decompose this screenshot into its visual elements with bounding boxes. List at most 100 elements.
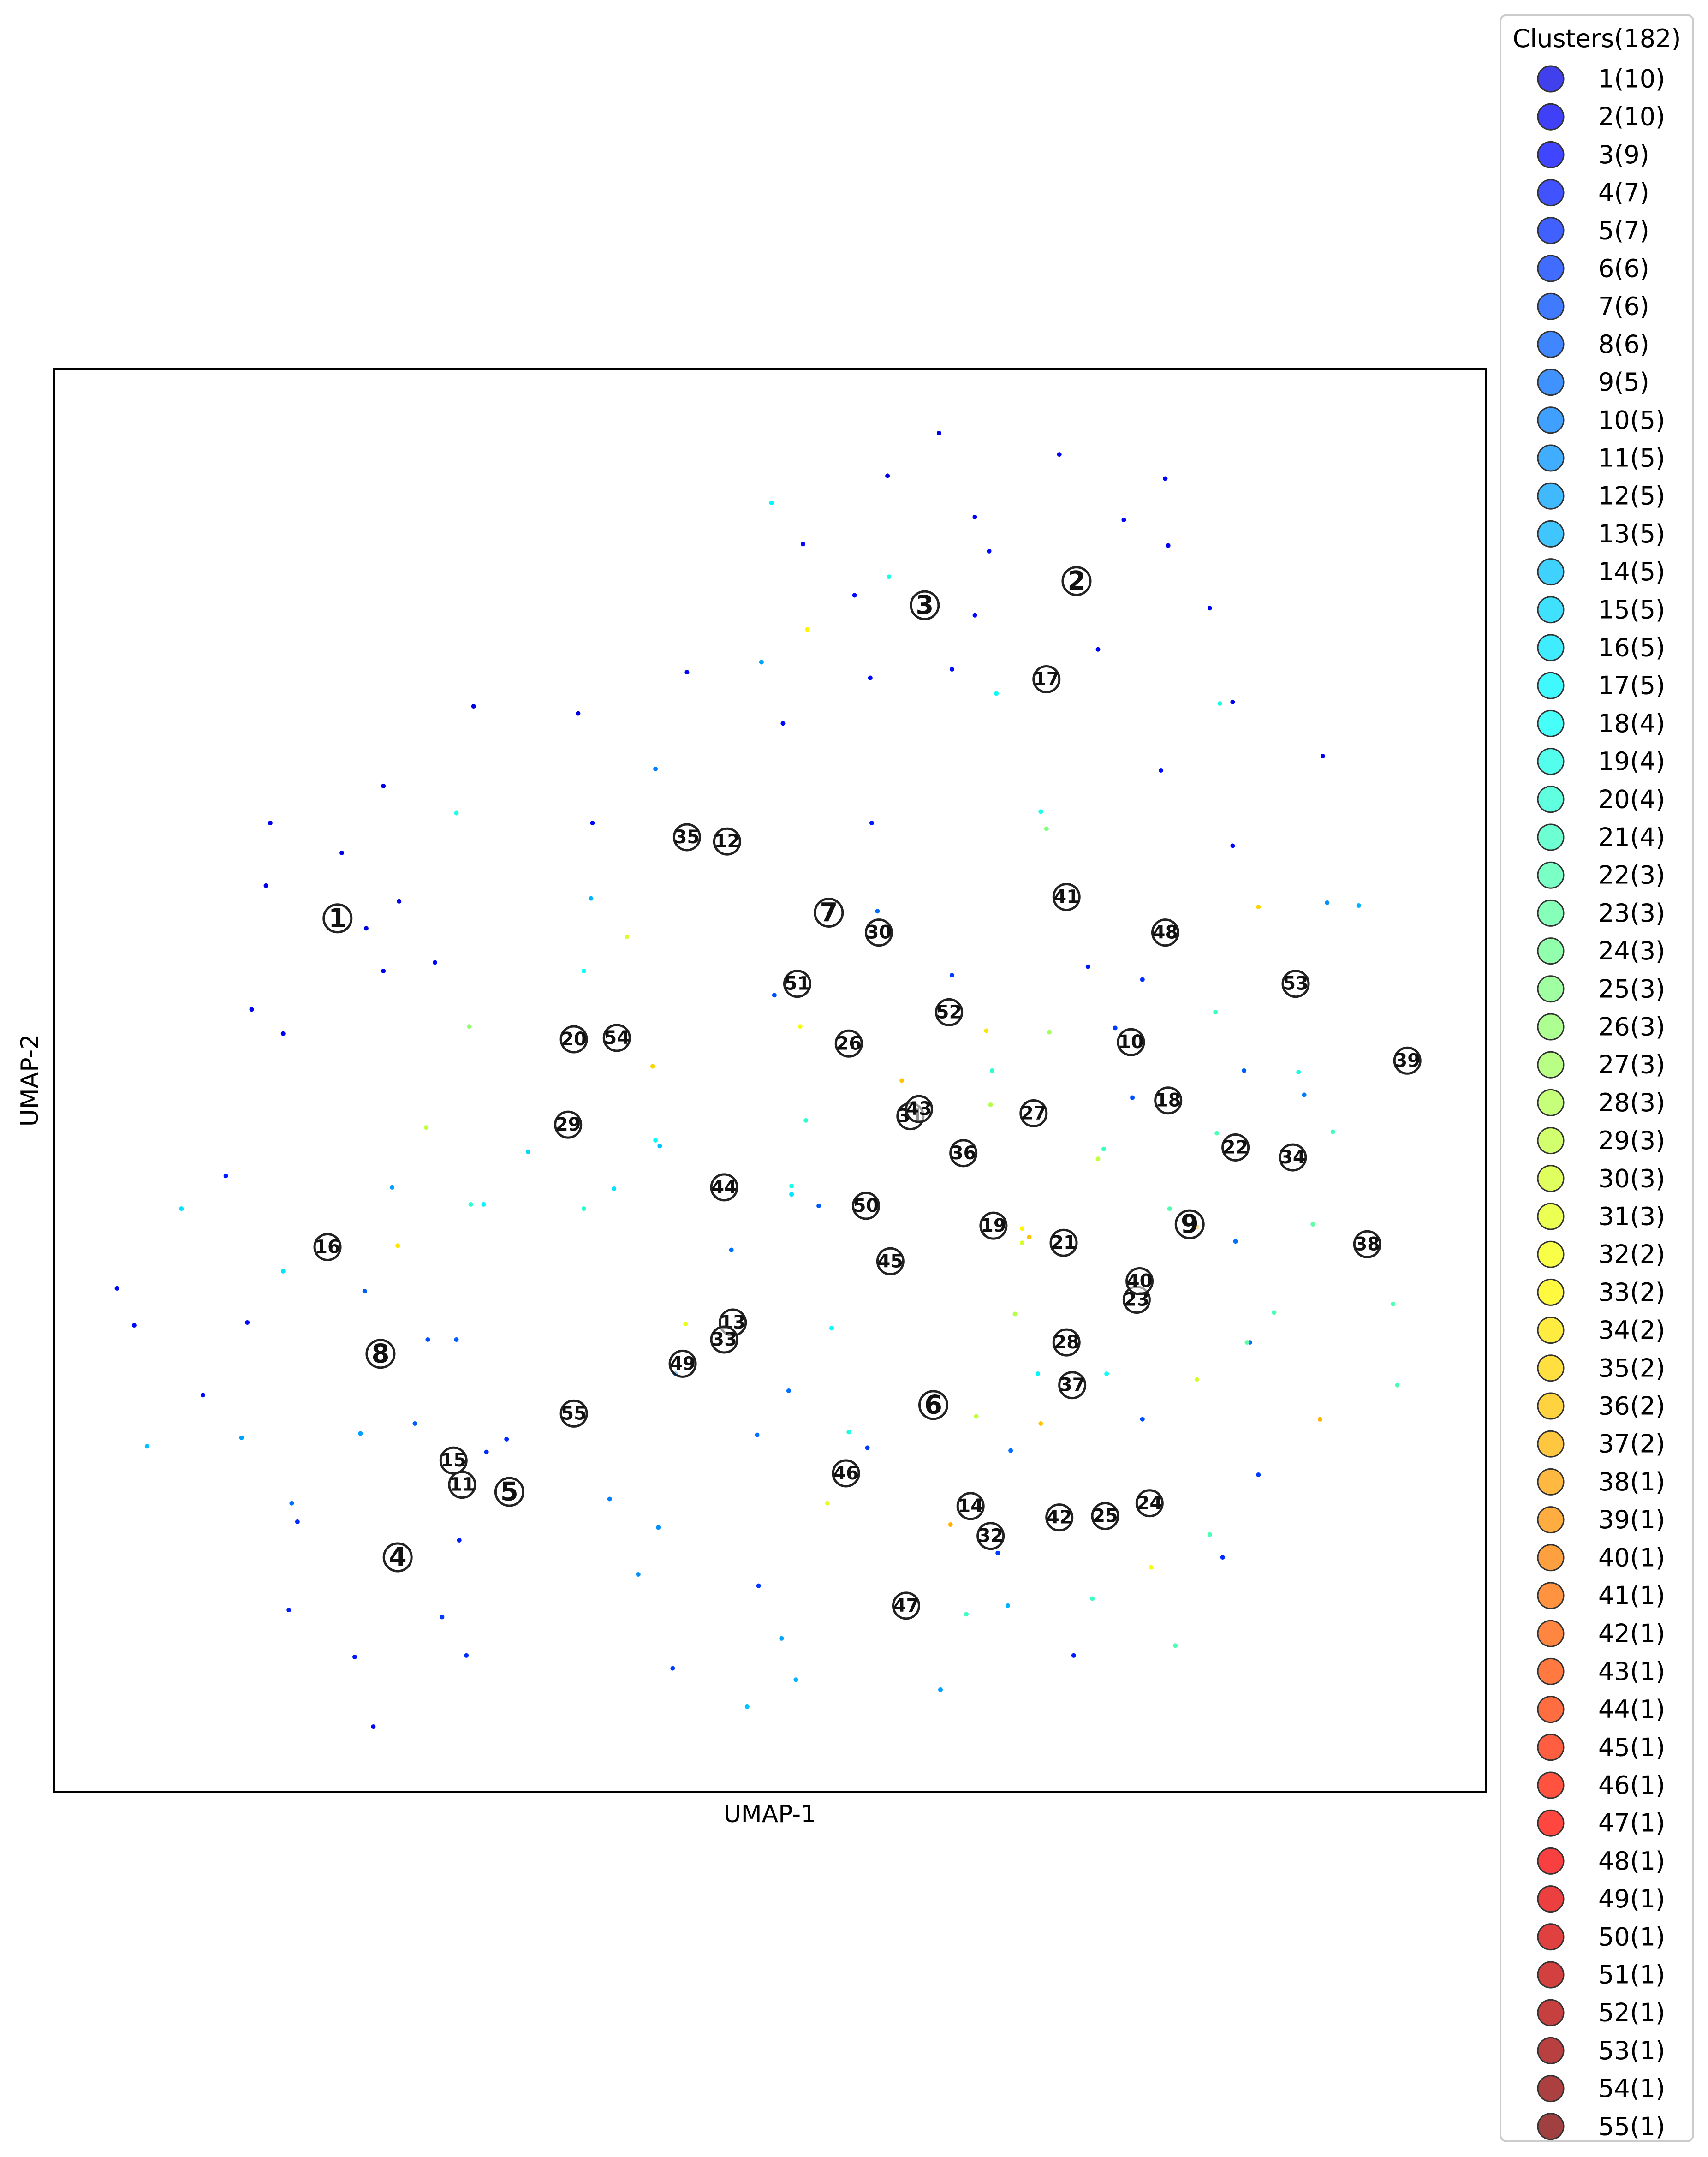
- legend-title: Clusters(182): [1512, 24, 1681, 53]
- legend-marker: [1537, 65, 1565, 93]
- scatter-point: [995, 1550, 1000, 1555]
- legend-marker: [1537, 444, 1565, 472]
- scatter-point: [1256, 905, 1261, 910]
- centroid-circle: [1091, 1502, 1119, 1531]
- legend-entry: 17(5): [1537, 671, 1665, 700]
- scatter-point: [816, 1203, 821, 1208]
- centroid-circle: [910, 590, 940, 620]
- scatter-point: [729, 1247, 734, 1252]
- centroid-marker-17: 17: [1032, 665, 1061, 694]
- scatter-point: [1095, 647, 1101, 652]
- scatter-point: [656, 1525, 661, 1530]
- centroid-label: 29: [555, 1114, 581, 1135]
- legend-entry: 28(3): [1537, 1088, 1665, 1117]
- centroid-marker-45: 45: [876, 1247, 905, 1275]
- scatter-point: [481, 1202, 486, 1207]
- scatter-point: [684, 670, 690, 675]
- scatter-point: [467, 1024, 472, 1029]
- scatter-point: [868, 675, 873, 680]
- legend-label: 19(4): [1598, 747, 1665, 776]
- scatter-point: [352, 1654, 357, 1659]
- scatter-point: [972, 514, 977, 519]
- legend-marker: [1537, 520, 1565, 548]
- centroid-label: 12: [714, 831, 740, 852]
- legend-marker: [1537, 2113, 1565, 2140]
- centroid-label: 27: [1021, 1102, 1047, 1124]
- centroid-circle: [1019, 1099, 1048, 1127]
- legend-entry: 33(2): [1537, 1278, 1665, 1307]
- legend-label: 14(5): [1598, 557, 1665, 586]
- legend-entries: 1(10) 2(10) 3(9) 4(7) 5(7) 6(6) 7(6) 8(6) 9(5) 10…: [1537, 65, 1665, 2141]
- scatter-point: [829, 1326, 834, 1331]
- scatter-point: [590, 821, 595, 826]
- legend-marker: [1537, 823, 1565, 851]
- legend-entry: 3(9): [1537, 140, 1649, 169]
- centroid-marker-9: 9: [1174, 1209, 1205, 1239]
- scatter-point: [772, 993, 777, 998]
- legend-entry: 50(1): [1537, 1922, 1665, 1951]
- legend-marker: [1537, 1885, 1565, 1913]
- legend-marker: [1537, 1734, 1565, 1761]
- legend-marker: [1537, 2075, 1565, 2103]
- scatter-point: [1113, 1025, 1118, 1031]
- scatter-point: [1012, 1311, 1018, 1317]
- legend-marker: [1537, 1354, 1565, 1382]
- scatter-point: [800, 542, 805, 547]
- legend-marker: [1537, 369, 1565, 396]
- scatter-point: [1230, 843, 1235, 848]
- legend-label: 33(2): [1598, 1278, 1665, 1307]
- legend-entry: 8(6): [1537, 330, 1649, 359]
- centroid-label: 21: [1051, 1232, 1077, 1253]
- centroid-circle: [1281, 970, 1310, 998]
- centroid-circle: [602, 1024, 631, 1052]
- scatter-point: [1159, 768, 1164, 773]
- scatter-point: [114, 1286, 119, 1291]
- scatter-point: [525, 1149, 530, 1154]
- legend-entry: 30(3): [1537, 1164, 1665, 1193]
- legend-entry: 38(1): [1537, 1467, 1665, 1496]
- legend-marker: [1537, 292, 1565, 320]
- centroid-circle: [1045, 1503, 1074, 1532]
- centroid-marker-55: 55: [559, 1399, 588, 1428]
- centroid-circle: [814, 897, 844, 928]
- centroid-label: 18: [1155, 1090, 1181, 1111]
- legend-label: 8(6): [1598, 330, 1649, 359]
- centroid-label: 9: [1181, 1210, 1199, 1239]
- scatter-point: [389, 1185, 394, 1190]
- legend-label: 7(6): [1598, 292, 1649, 321]
- scatter-point: [625, 934, 629, 939]
- legend-label: 11(5): [1598, 444, 1665, 473]
- centroid-marker-49: 49: [668, 1349, 697, 1378]
- centroid-circle: [832, 1459, 860, 1488]
- scatter-point: [964, 1612, 969, 1617]
- centroid-label: 43: [906, 1098, 932, 1120]
- scatter-point: [1207, 606, 1212, 611]
- legend-marker: [1537, 1317, 1565, 1344]
- centroid-circle: [956, 1492, 985, 1520]
- legend-entry: 47(1): [1537, 1809, 1665, 1838]
- scatter-point: [636, 1572, 641, 1577]
- centroid-label: 38: [1354, 1233, 1380, 1255]
- scatter-point: [989, 1068, 994, 1073]
- centroid-circle: [559, 1399, 588, 1428]
- legend-entry: 15(5): [1537, 595, 1665, 624]
- scatter-point: [471, 704, 476, 709]
- legend-marker: [1537, 1582, 1565, 1609]
- centroid-marker-53: 53: [1281, 970, 1310, 998]
- centroid-circle: [892, 1591, 920, 1620]
- legend-label: 39(1): [1598, 1505, 1665, 1534]
- legend-label: 2(10): [1598, 102, 1665, 131]
- centroid-label: 1: [328, 903, 346, 933]
- centroid-marker-43: 43: [905, 1095, 933, 1123]
- legend-entry: 10(5): [1537, 405, 1665, 435]
- centroid-marker-34: 34: [1279, 1143, 1307, 1172]
- legend-marker: [1537, 1127, 1565, 1155]
- centroid-circle: [668, 1349, 697, 1378]
- legend-marker: [1537, 709, 1565, 737]
- legend-label: 4(7): [1598, 178, 1649, 207]
- scatter-point: [1101, 1146, 1106, 1151]
- legend-entry: 52(1): [1537, 1998, 1665, 2027]
- centroid-marker-10: 10: [1117, 1028, 1145, 1056]
- legend-entry: 26(3): [1537, 1013, 1665, 1042]
- scatter-point: [1166, 543, 1171, 548]
